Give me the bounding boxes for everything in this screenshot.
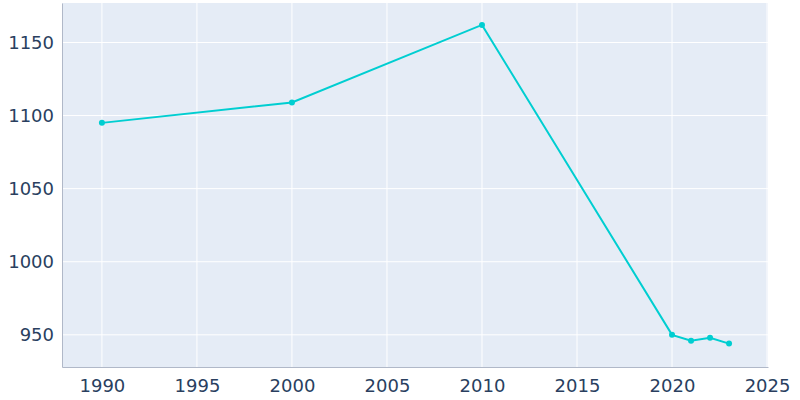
tick: 1100 <box>8 105 62 126</box>
plot-background <box>62 3 768 367</box>
tick: 2010 <box>460 367 506 396</box>
marker <box>289 99 295 105</box>
marker <box>726 341 732 347</box>
tick: 950 <box>20 324 62 345</box>
axis-line <box>62 4 63 368</box>
tick: 1000 <box>8 251 62 272</box>
plot: 1990 1995 2000 2005 2010 2015 2020 2025 950 1000 1… <box>8 3 790 396</box>
grid-line <box>62 42 768 43</box>
marker <box>669 332 675 338</box>
tick-label: 1995 <box>175 375 221 396</box>
marker <box>688 338 694 344</box>
grid-line <box>62 261 768 262</box>
tick-label: 2010 <box>460 375 506 396</box>
tick: 2005 <box>365 367 411 396</box>
tick-label: 2015 <box>555 375 601 396</box>
series <box>99 22 732 347</box>
tick-label: 2025 <box>745 375 791 396</box>
tick: 2020 <box>650 367 696 396</box>
grid-line <box>291 3 292 367</box>
tick: 2025 <box>745 367 791 396</box>
x-axis: 1990 1995 2000 2005 2010 2015 2020 2025 <box>63 367 791 396</box>
marker <box>707 335 713 341</box>
tick-label: 1150 <box>8 32 54 53</box>
chart: 1990 1995 2000 2005 2010 2015 2020 2025 950 1000 1… <box>0 0 800 400</box>
tick: 1150 <box>8 32 62 53</box>
tick: 1050 <box>8 178 62 199</box>
marker <box>479 22 485 28</box>
grid-line <box>101 3 102 367</box>
tick-label: 1050 <box>8 178 54 199</box>
grid-line <box>672 3 673 367</box>
tick: 1990 <box>80 367 126 396</box>
grid-line <box>196 3 197 367</box>
tick: 2015 <box>555 367 601 396</box>
grid-line <box>62 188 768 189</box>
grid <box>62 3 768 367</box>
tick-label: 950 <box>20 324 54 345</box>
tick-label: 1990 <box>80 375 126 396</box>
grid-line <box>577 3 578 367</box>
grid-line <box>62 334 768 335</box>
tick-label: 1100 <box>8 105 54 126</box>
line <box>102 25 729 344</box>
grid-line <box>386 3 387 367</box>
grid-line <box>767 3 768 367</box>
tick-label: 1000 <box>8 251 54 272</box>
grid-line <box>481 3 482 367</box>
y-axis: 950 1000 1050 1100 1150 <box>8 4 62 368</box>
axis-line <box>63 367 769 368</box>
marker <box>99 120 105 126</box>
tick-label: 2000 <box>270 375 316 396</box>
tick: 2000 <box>270 367 316 396</box>
tick-label: 2020 <box>650 375 696 396</box>
tick-label: 2005 <box>365 375 411 396</box>
tick: 1995 <box>175 367 221 396</box>
